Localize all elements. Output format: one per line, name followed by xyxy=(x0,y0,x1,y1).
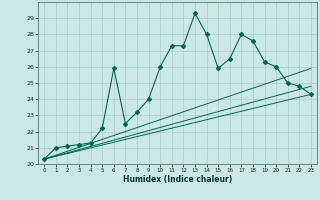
X-axis label: Humidex (Indice chaleur): Humidex (Indice chaleur) xyxy=(123,175,232,184)
